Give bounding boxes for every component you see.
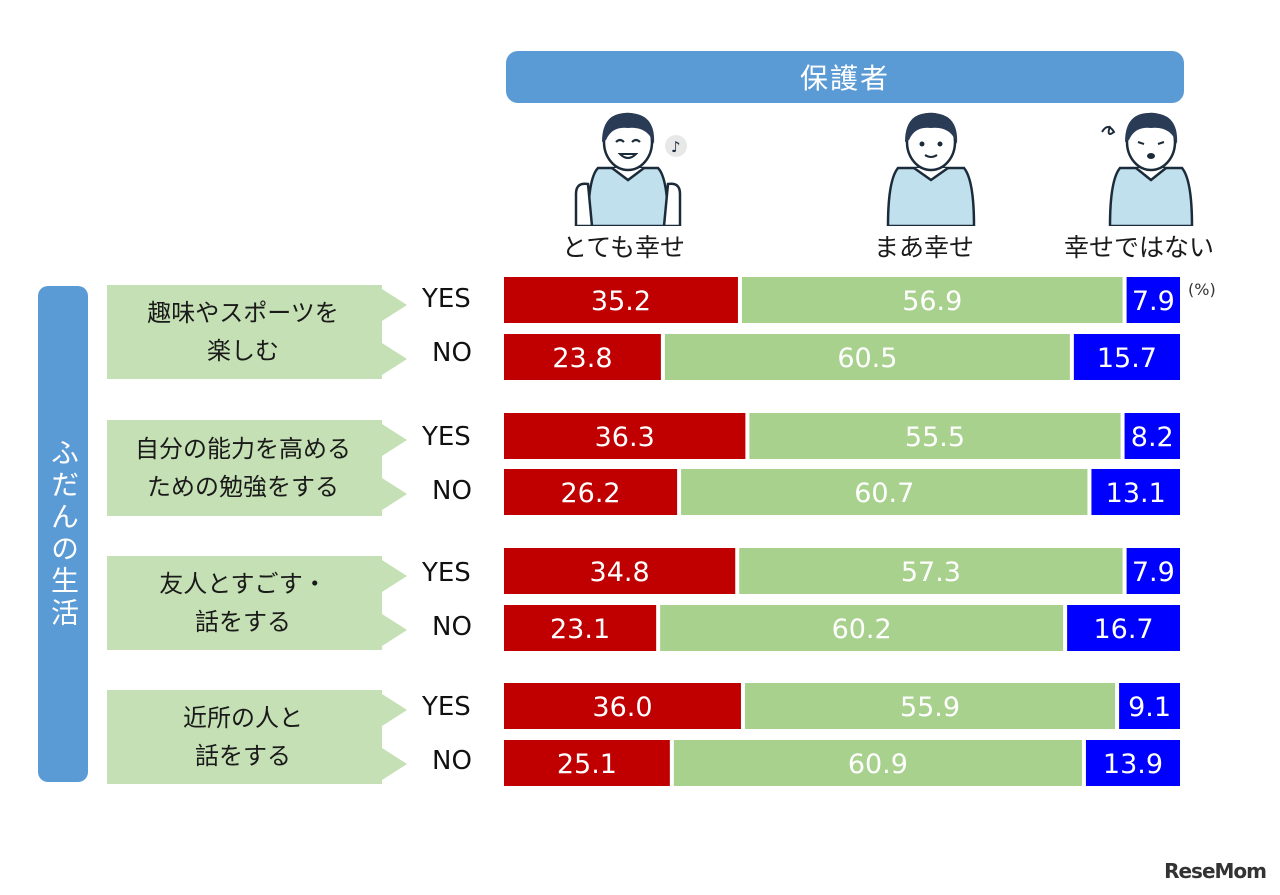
- data-label-somewhat-happy-2: 60.5: [837, 343, 897, 374]
- row-label-no: NO: [432, 476, 472, 506]
- data-label-very-happy-2: 23.8: [552, 343, 612, 374]
- data-label-not-happy-2: 15.7: [1097, 343, 1157, 374]
- bar-very-happy-4: [504, 469, 678, 515]
- data-label-very-happy-6: 23.1: [550, 614, 610, 645]
- neutral-person-icon: [886, 112, 976, 226]
- bar-somewhat-happy-7: [744, 683, 1116, 729]
- group-arrow-shape: [107, 420, 407, 516]
- bar-not-happy-4: [1091, 469, 1180, 515]
- group-label-study: 自分の能力を高める ための勉強をする: [135, 435, 351, 501]
- data-label-not-happy-7: 9.1: [1128, 692, 1171, 723]
- data-label-somewhat-happy-3: 55.5: [905, 422, 965, 453]
- row-label-no: NO: [432, 338, 472, 368]
- bar-very-happy-7: [504, 683, 741, 729]
- data-label-very-happy-1: 35.2: [591, 286, 651, 317]
- data-label-somewhat-happy-1: 56.9: [902, 286, 962, 317]
- data-label-very-happy-5: 34.8: [590, 557, 650, 588]
- data-label-very-happy-8: 25.1: [557, 749, 617, 780]
- bar-somewhat-happy-4: [681, 469, 1088, 515]
- bar-very-happy-1: [504, 277, 738, 323]
- data-label-very-happy-3: 36.3: [595, 422, 655, 453]
- bar-very-happy-3: [504, 413, 746, 459]
- group-label-hobby: 趣味やスポーツを 楽しむ: [147, 299, 339, 365]
- group-box-hobby: 趣味やスポーツを 楽しむ: [107, 285, 417, 379]
- legend-very-happy: とても幸せ: [562, 233, 686, 262]
- bar-not-happy-6: [1067, 605, 1180, 651]
- group-arrow-shape: [107, 690, 407, 784]
- data-label-not-happy-8: 13.9: [1103, 749, 1163, 780]
- data-label-very-happy-7: 36.0: [592, 692, 652, 723]
- data-label-somewhat-happy-8: 60.9: [848, 749, 908, 780]
- data-label-somewhat-happy-5: 57.3: [901, 557, 961, 588]
- row-label-no: NO: [432, 746, 472, 776]
- row-label-yes: YES: [422, 422, 471, 452]
- resemom-logo: ReseMom: [1164, 859, 1267, 883]
- daily-life-label: ふだんの生活: [38, 286, 88, 782]
- row-label-no: NO: [432, 612, 472, 642]
- bar-somewhat-happy-3: [749, 413, 1121, 459]
- data-label-somewhat-happy-4: 60.7: [854, 478, 914, 509]
- bar-somewhat-happy-8: [673, 740, 1082, 786]
- bar-somewhat-happy-2: [664, 334, 1070, 380]
- bar-very-happy-8: [504, 740, 670, 786]
- group-arrow-shape: [107, 556, 407, 650]
- row-label-yes: YES: [422, 692, 471, 722]
- group-label-friends: 友人とすごす・ 話をする: [159, 570, 327, 636]
- row-label-yes: YES: [422, 284, 471, 314]
- bar-not-happy-3: [1124, 413, 1180, 459]
- data-label-very-happy-4: 26.2: [560, 478, 620, 509]
- group-box-neighbors: 近所の人と 話をする: [107, 690, 417, 784]
- unit-label: (%): [1188, 280, 1216, 299]
- bar-very-happy-6: [504, 605, 657, 651]
- legend-not-happy: 幸せではない: [1064, 233, 1215, 262]
- row-label-yes: YES: [422, 558, 471, 588]
- data-label-not-happy-5: 7.9: [1132, 557, 1175, 588]
- respondent-header: 保護者: [506, 51, 1184, 103]
- group-label-neighbors: 近所の人と 話をする: [183, 704, 303, 770]
- bar-very-happy-5: [504, 548, 736, 594]
- data-label-not-happy-1: 7.9: [1132, 286, 1175, 317]
- data-label-not-happy-4: 13.1: [1106, 478, 1166, 509]
- bar-very-happy-2: [504, 334, 661, 380]
- bar-not-happy-2: [1073, 334, 1180, 380]
- data-label-not-happy-6: 16.7: [1093, 614, 1153, 645]
- bar-not-happy-8: [1085, 740, 1180, 786]
- bar-somewhat-happy-6: [660, 605, 1064, 651]
- happy-person-icon: ♪: [574, 112, 687, 226]
- data-label-somewhat-happy-7: 55.9: [900, 692, 960, 723]
- worried-person-icon: [1101, 112, 1194, 226]
- group-box-friends: 友人とすごす・ 話をする: [107, 556, 417, 650]
- bar-somewhat-happy-1: [741, 277, 1123, 323]
- svg-text:♪: ♪: [671, 138, 681, 156]
- bar-somewhat-happy-5: [739, 548, 1123, 594]
- data-label-somewhat-happy-6: 60.2: [832, 614, 892, 645]
- bar-not-happy-1: [1126, 277, 1180, 323]
- data-label-not-happy-3: 8.2: [1131, 422, 1174, 453]
- legend-somewhat-happy: まあ幸せ: [874, 233, 975, 262]
- bar-not-happy-5: [1126, 548, 1180, 594]
- group-box-study: 自分の能力を高める ための勉強をする: [107, 420, 417, 516]
- group-arrow-shape: [107, 285, 407, 379]
- bar-not-happy-7: [1119, 683, 1180, 729]
